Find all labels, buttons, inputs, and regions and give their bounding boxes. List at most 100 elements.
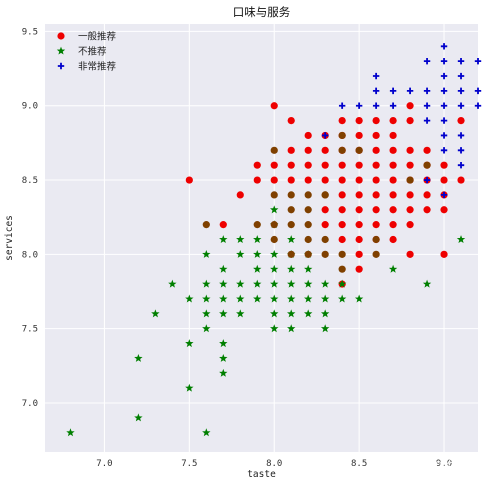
legend-item: 非常推荐 (57, 61, 117, 73)
data-point (236, 309, 245, 318)
data-point (134, 413, 143, 422)
data-point (457, 147, 465, 154)
y-axis-label: services (4, 215, 15, 261)
data-point (287, 235, 296, 244)
data-point (321, 132, 329, 139)
data-point (304, 191, 312, 199)
data-point (253, 176, 261, 184)
legend-label: 一般推荐 (78, 31, 117, 43)
data-point (456, 235, 466, 244)
data-point (304, 176, 312, 184)
data-point (355, 161, 363, 169)
data-point (372, 235, 380, 244)
data-point (321, 191, 329, 199)
data-point (304, 146, 312, 154)
y-tick-label: 9.0 (22, 102, 38, 112)
data-point (372, 191, 380, 199)
data-point (355, 116, 363, 125)
data-point (423, 87, 431, 95)
data-point (406, 221, 414, 229)
data-point (304, 294, 313, 303)
data-point (270, 264, 279, 273)
series-points (321, 43, 482, 199)
data-point (270, 102, 278, 110)
data-point (440, 191, 448, 199)
data-point (219, 279, 228, 288)
data-point (406, 191, 414, 199)
data-point (406, 206, 414, 214)
data-point (457, 176, 465, 184)
data-point (287, 206, 295, 214)
data-point (236, 191, 244, 199)
data-point (219, 221, 227, 229)
data-point (219, 294, 228, 303)
data-point (202, 249, 211, 258)
series-points (202, 131, 431, 273)
data-point (185, 339, 194, 348)
data-point (389, 131, 397, 140)
data-point (440, 72, 448, 80)
data-point (321, 161, 329, 169)
data-point (457, 72, 465, 80)
data-point (457, 161, 465, 169)
data-point (355, 131, 363, 140)
data-point (354, 294, 364, 303)
data-point (320, 279, 330, 288)
data-point (338, 146, 346, 154)
data-point (304, 161, 312, 169)
legend-label: 非常推荐 (78, 61, 117, 73)
data-point (304, 264, 313, 273)
data-point (236, 235, 245, 244)
data-point (270, 279, 279, 288)
data-point (287, 146, 295, 154)
chart-title: 口味与服务 (233, 5, 291, 19)
data-point (338, 235, 346, 244)
data-point (304, 250, 312, 258)
y-tick-label: 8.5 (22, 176, 38, 186)
data-point (355, 146, 363, 154)
data-point (389, 235, 397, 244)
x-axis-label: taste (247, 469, 276, 480)
data-point (389, 102, 397, 109)
x-tick-label: 8.5 (351, 459, 367, 469)
data-point (270, 235, 278, 244)
data-point (338, 131, 346, 140)
data-point (202, 294, 211, 303)
data-point (168, 279, 177, 288)
data-point (440, 206, 448, 214)
data-point (337, 294, 347, 303)
data-point (236, 279, 245, 288)
data-point (474, 87, 482, 95)
legend-marker (57, 62, 65, 70)
data-point (440, 132, 448, 139)
data-point (320, 309, 330, 318)
data-point (270, 221, 278, 229)
data-point (457, 87, 465, 95)
data-point (440, 57, 448, 65)
data-point (304, 131, 312, 140)
data-point (321, 206, 329, 214)
data-point (236, 294, 245, 303)
legend-item: 一般推荐 (57, 31, 117, 43)
data-point (270, 324, 279, 333)
data-point (389, 161, 397, 169)
data-point (423, 161, 431, 169)
data-point (423, 117, 431, 124)
data-point (270, 249, 279, 258)
data-point (372, 221, 380, 229)
data-point (287, 264, 296, 273)
data-point (338, 250, 346, 258)
data-point (270, 294, 279, 303)
data-point (355, 102, 363, 109)
data-point (389, 116, 397, 125)
data-point (372, 102, 380, 109)
data-point (423, 191, 431, 199)
data-point (389, 176, 397, 184)
y-tick-label: 7.5 (22, 325, 38, 335)
data-point (202, 428, 211, 437)
data-point (474, 57, 482, 65)
data-point (304, 221, 312, 229)
data-point (423, 206, 431, 214)
data-point (372, 116, 380, 125)
